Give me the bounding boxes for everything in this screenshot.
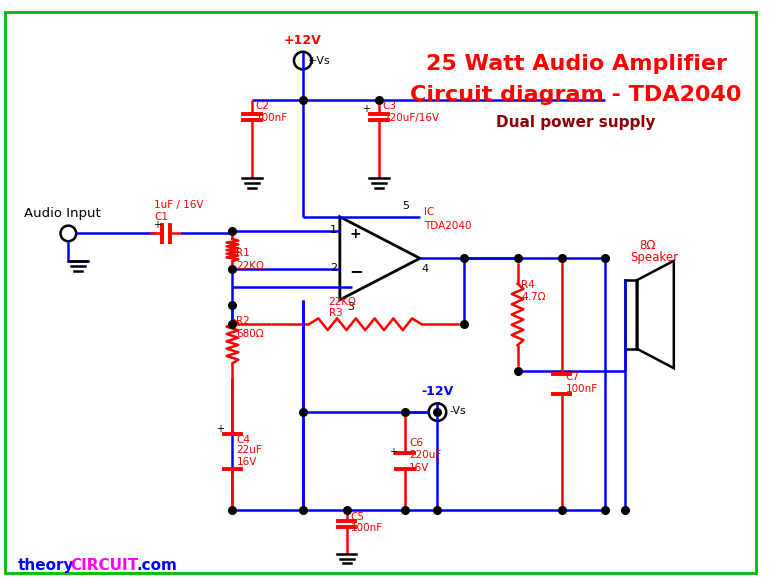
Text: 8Ω: 8Ω [640,239,656,252]
Text: 22uF: 22uF [236,445,262,455]
Text: C1: C1 [154,212,168,222]
Text: +: + [362,104,370,114]
Text: 5: 5 [402,201,409,211]
Text: C3: C3 [382,101,397,111]
Text: IC: IC [424,207,434,217]
Text: C7: C7 [566,372,580,382]
Text: 3: 3 [347,302,354,312]
Text: -12V: -12V [421,384,453,398]
Text: C6: C6 [409,438,423,448]
Text: +: + [350,228,361,242]
Text: CIRCUIT: CIRCUIT [70,558,139,573]
Text: theory: theory [18,558,74,573]
Text: 22KΩ: 22KΩ [236,260,264,271]
Text: 100nF: 100nF [566,384,597,394]
Text: R3: R3 [329,308,342,318]
Text: −: − [350,263,364,280]
Text: Audio Input: Audio Input [24,207,101,220]
Text: 22KΩ: 22KΩ [329,297,357,307]
Text: Circuit diagram - TDA2040: Circuit diagram - TDA2040 [411,85,742,105]
Text: 100nF: 100nF [256,113,288,123]
Text: 1uF / 16V: 1uF / 16V [154,200,204,210]
Text: 16V: 16V [236,457,257,467]
Text: 16V: 16V [409,463,429,473]
Text: 25 Watt Audio Amplifier: 25 Watt Audio Amplifier [425,53,727,74]
Text: .com: .com [137,558,178,573]
Text: +: + [389,447,397,457]
Text: 4.7Ω: 4.7Ω [521,292,546,302]
Text: +: + [216,424,224,433]
Text: C5: C5 [351,511,365,522]
Text: -Vs: -Vs [449,406,466,416]
Text: 100nF: 100nF [351,523,382,534]
Text: +Vs: +Vs [308,56,330,66]
Text: Dual power supply: Dual power supply [496,115,656,130]
Text: R2: R2 [236,316,250,326]
Text: 4: 4 [422,264,429,274]
Text: TDA2040: TDA2040 [424,221,471,230]
Text: 220uF: 220uF [409,450,442,460]
Text: 220uF/16V: 220uF/16V [382,113,439,123]
Text: C4: C4 [236,435,250,445]
Text: +: + [153,221,161,230]
Text: +12V: +12V [284,34,322,47]
Text: C2: C2 [256,101,270,111]
Text: R1: R1 [236,248,250,258]
Text: 680Ω: 680Ω [236,329,264,339]
Text: 1: 1 [330,225,337,235]
Text: R4: R4 [521,280,535,290]
Text: 2: 2 [330,263,337,273]
Text: Speaker: Speaker [630,251,678,264]
